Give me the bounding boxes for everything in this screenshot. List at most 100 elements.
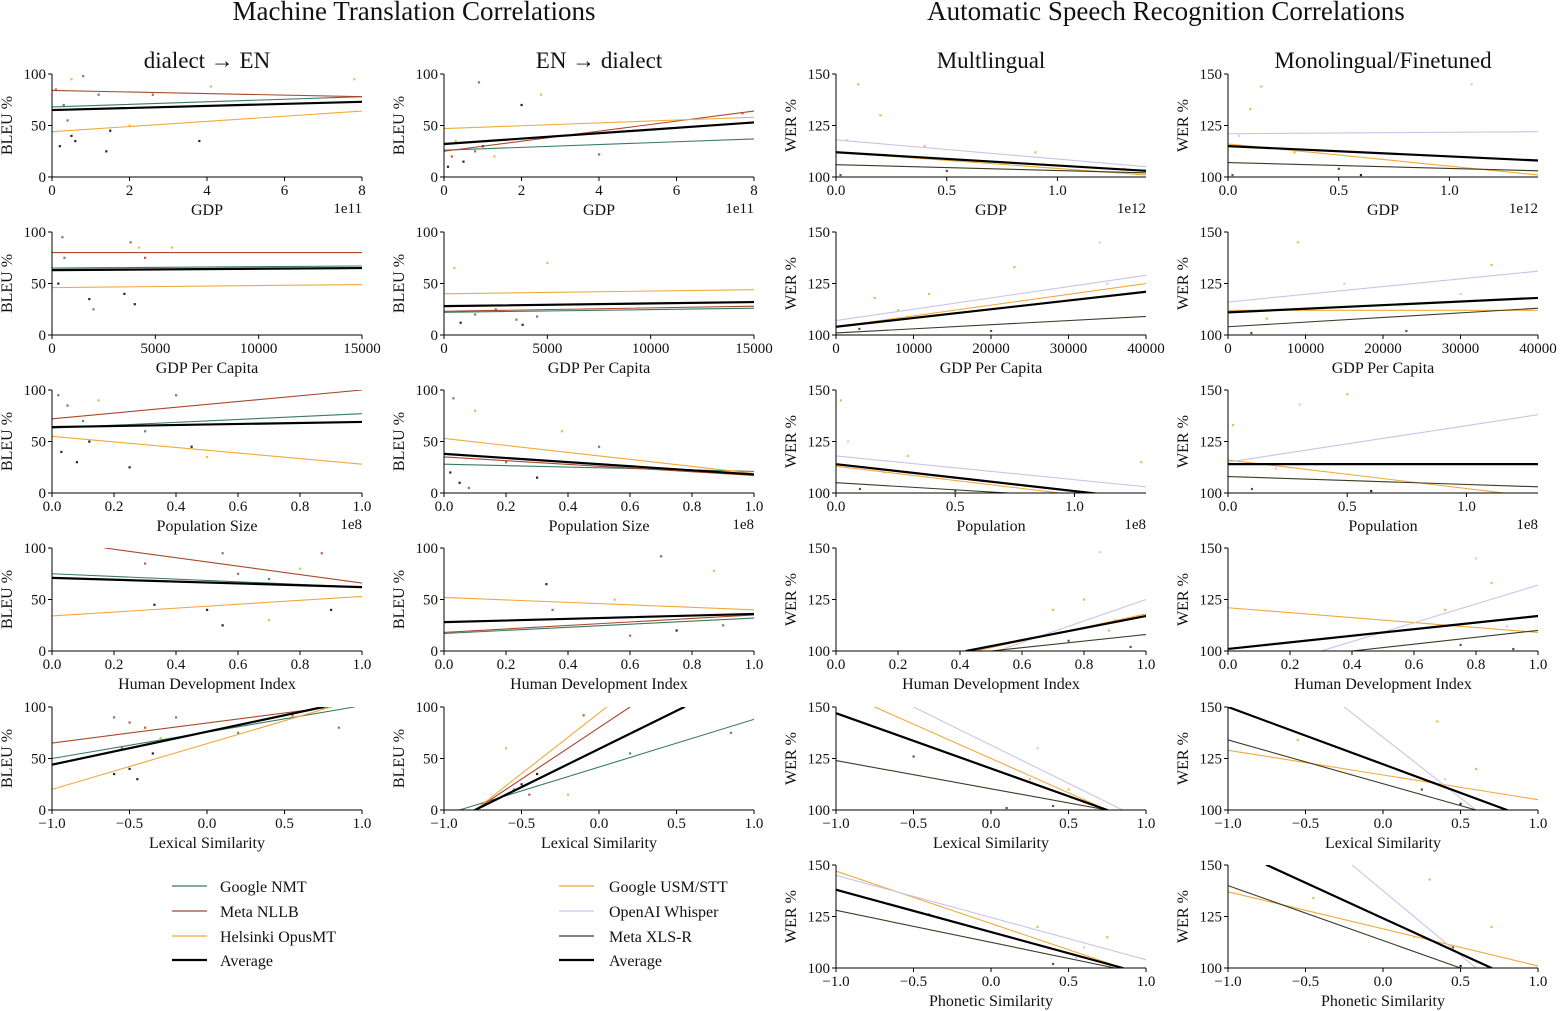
panel-2-3-fit-average — [965, 614, 1146, 651]
panel-3-3-point-0 — [1490, 582, 1493, 585]
panel-1-1-xtick-label-1: 5000 — [532, 341, 562, 357]
panel-3-5-point-0 — [1312, 896, 1315, 900]
panel-0-4-point-6 — [113, 772, 116, 776]
panel-3-0-point-4 — [1337, 167, 1340, 170]
panel-2-1-fit-openai-whisper — [836, 274, 1146, 322]
panel-2-2-fit-openai-whisper — [836, 455, 1146, 488]
panel-0-4-fit-helsinki-opusmt — [52, 707, 332, 790]
panel-1-0-point-2 — [450, 155, 453, 158]
panel-2-4-ylabel: WER % — [783, 732, 800, 785]
panel-1-0-ytick-label-2: 100 — [416, 67, 439, 83]
panel-2-3-ylabel: WER % — [783, 573, 800, 626]
panel-3-2-point-4 — [1274, 467, 1277, 470]
panel-2-1-fit-meta-xls-r — [836, 315, 1146, 334]
panel-0-1: 0 5000 10000 15000 0 50 100 GDP Per Capita BLEU … — [0, 225, 381, 377]
column-title-monolingual: Monolingual/Finetuned — [1274, 48, 1492, 73]
panel-2-3-fit-meta-xls-r — [990, 633, 1146, 651]
panel-3-4-ytick-label-2: 150 — [1200, 700, 1223, 716]
panel-2-0-points — [839, 83, 1126, 177]
panel-2-0-point-7 — [1034, 151, 1037, 154]
panel-2-0-point-3 — [923, 145, 926, 148]
panel-2-5-ylabel: WER % — [783, 890, 800, 943]
panel-2-5-xtick-label-2: 0.0 — [982, 974, 1001, 990]
panel-2-2-ytick-label-1: 125 — [808, 435, 831, 451]
panel-0-3-point-7 — [268, 619, 271, 622]
panel-3-3-fits — [1228, 584, 1538, 651]
panel-1-3: 0.0 0.2 0.4 0.6 0.8 1.0 0 50 100 Human Developmen… — [391, 541, 763, 693]
panel-0-2-point-5 — [97, 399, 100, 402]
panel-3-0-xtick-label-2: 1.0 — [1440, 183, 1459, 199]
panel-1-0: 0 2 4 6 8 0 50 100 GDP BLEU % 1e11 — [391, 67, 758, 219]
panel-2-4-fit-openai-whisper — [912, 707, 1124, 810]
panel-2-4-ytick-label-2: 150 — [808, 700, 831, 716]
panel-2-2-xtick-label-1: 0.5 — [946, 499, 965, 515]
panel-3-5-xtick-label-3: 0.5 — [1451, 974, 1470, 990]
panel-1-1-point-2 — [515, 318, 518, 321]
panel-3-3-ylabel: WER % — [1175, 573, 1192, 626]
panel-3-4-fit-google-usm-stt — [1228, 749, 1538, 801]
panel-0-4-xtick-label-0: −1.0 — [38, 816, 65, 832]
panel-1-2-xtick-label-3: 0.6 — [621, 499, 640, 515]
panel-0-2-xtick-label-2: 0.4 — [167, 499, 186, 515]
legend-mt-meta-nllb: Meta NLLB — [220, 904, 299, 921]
panel-3-4: −1.0 −0.5 0.0 0.5 1.0 100 125 150 Lexical Simila… — [1175, 700, 1547, 852]
panel-1-4-point-1 — [505, 747, 508, 750]
panel-1-2-xlabel: Population Size — [549, 518, 650, 535]
panel-0-2-xtick-label-0: 0.0 — [43, 499, 62, 515]
panel-2-3-points — [1052, 551, 1132, 649]
panel-0-1-point-1 — [129, 241, 132, 244]
panel-0-4-xtick-label-4: 1.0 — [353, 816, 372, 832]
panel-1-3-point-7 — [551, 608, 554, 611]
panel-0-0-xtick-label-1: 2 — [126, 183, 134, 199]
panel-0-1-ytick-label-1: 50 — [31, 277, 46, 293]
panel-2-1-ytick-label-2: 150 — [808, 225, 831, 241]
panel-3-3-ytick-label-1: 125 — [1200, 593, 1223, 609]
panel-3-3-xtick-label-2: 0.4 — [1343, 657, 1362, 673]
panel-0-3-fits — [52, 548, 362, 617]
panel-0-2-fit-meta-nllb — [52, 390, 362, 420]
panel-3-1-point-4 — [1405, 329, 1408, 333]
panel-1-4-fit-google-nmt — [458, 718, 754, 810]
panel-1-0-point-6 — [493, 155, 496, 158]
panel-2-0-point-4 — [945, 169, 948, 173]
panel-1-0-xlabel: GDP — [583, 202, 615, 219]
panel-0-3-point-2 — [237, 572, 240, 575]
panel-1-4-fit-helsinki-opusmt — [474, 707, 608, 810]
panel-0-2: 0.0 0.2 0.4 0.6 0.8 1.0 0 50 100 Population Size B… — [0, 383, 371, 535]
legend-asr-openai-whisper: OpenAI Whisper — [609, 904, 719, 921]
panel-3-2-fit-meta-xls-r — [1228, 475, 1538, 488]
panel-0-0-point-3 — [58, 145, 61, 148]
panel-0-4-xtick-label-2: 0.0 — [198, 816, 217, 832]
panel-0-0-point-5 — [97, 93, 100, 96]
panel-1-1-point-3 — [521, 323, 524, 326]
panel-3-1-ytick-label-1: 125 — [1200, 277, 1223, 293]
panel-1-2-points — [449, 397, 601, 490]
panel-2-1-point-7 — [897, 309, 900, 312]
panel-2-2-ytick-label-0: 100 — [808, 486, 831, 502]
panel-3-3-xtick-label-3: 0.6 — [1405, 657, 1424, 673]
panel-2-0-fit-openai-whisper — [836, 139, 1146, 168]
panel-3-4-xtick-label-3: 0.5 — [1451, 816, 1470, 832]
panel-0-0-ytick-label-1: 50 — [31, 119, 46, 135]
panel-0-4-ytick-label-2: 100 — [24, 700, 47, 716]
panel-1-4-point-7 — [567, 793, 570, 796]
panel-1-3-fit-helsinki-opusmt — [444, 596, 754, 611]
panel-1-4-fits — [458, 707, 754, 810]
panel-1-1-xtick-label-2: 10000 — [632, 341, 670, 357]
panel-2-0-fit-average — [836, 151, 1146, 172]
panel-2-1-xtick-label-0: 0 — [832, 341, 840, 357]
panel-2-4-fit-meta-xls-r — [836, 760, 1108, 810]
panel-0-3-ytick-label-2: 100 — [24, 541, 47, 557]
panel-0-2-ytick-label-1: 50 — [31, 435, 46, 451]
panel-2-4-xlabel: Lexical Similarity — [933, 835, 1049, 852]
panel-0-2-point-10 — [128, 466, 131, 469]
panel-3-5-point-4 — [1490, 925, 1493, 928]
panel-0-4-point-4 — [128, 767, 131, 770]
panel-3-1-xtick-label-3: 30000 — [1442, 341, 1480, 357]
panel-3-2-xlabel: Population — [1348, 518, 1417, 535]
panel-0-1-points — [57, 236, 174, 311]
panel-3-2-point-1 — [1298, 403, 1301, 406]
panel-0-0-fits — [52, 89, 362, 133]
panel-2-3-xtick-label-4: 0.8 — [1075, 657, 1094, 673]
panel-0-4-fit-meta-nllb — [52, 707, 332, 744]
